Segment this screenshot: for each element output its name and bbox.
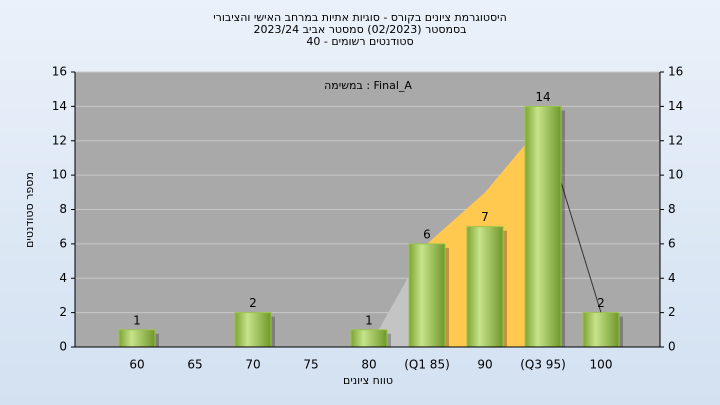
x-tick-label: 90 [477, 358, 492, 372]
x-tick-label: 75 [303, 358, 318, 372]
bar [582, 312, 620, 348]
bar [524, 105, 562, 348]
title-line: סטודנטים רשומים - 40 [306, 35, 413, 48]
y2-tick-label: 4 [668, 271, 676, 285]
x-tick-label: 100 [590, 358, 613, 372]
y2-tick-label: 6 [668, 236, 676, 250]
y2-tick-label: 8 [668, 202, 676, 216]
bar [350, 329, 388, 348]
y2-tick-label: 14 [668, 99, 683, 113]
x-tick-label: 70 [245, 358, 260, 372]
x-tick-label: (Q3 95) [520, 358, 566, 372]
value-label: 2 [597, 296, 605, 310]
value-label: 2 [249, 296, 257, 310]
y-tick-label: 8 [59, 202, 67, 216]
y-tick-label: 16 [52, 65, 67, 79]
title-line: בסמסטר (02/2023) סמסטר אביב 2023/24 [253, 23, 466, 36]
y-tick-label: 4 [59, 271, 67, 285]
y-tick-label: 0 [59, 340, 67, 354]
y-tick-label: 12 [52, 133, 67, 147]
annotation: במשימה : Final_A [324, 79, 412, 92]
value-label: 1 [133, 313, 141, 327]
title-line: היסטוגרמת ציונים בקורס - סוגיות אתיות במ… [213, 11, 507, 24]
y2-tick-label: 0 [668, 340, 676, 354]
value-label: 14 [535, 90, 550, 104]
y-tick-label: 14 [52, 99, 67, 113]
y-tick-label: 2 [59, 305, 67, 319]
x-tick-label: 80 [361, 358, 376, 372]
y2-tick-label: 10 [668, 168, 683, 182]
y2-tick-label: 2 [668, 305, 676, 319]
y-axis-label: מספר סטודנטים [23, 172, 36, 248]
y2-tick-label: 12 [668, 133, 683, 147]
y-tick-label: 6 [59, 236, 67, 250]
y-tick-label: 10 [52, 168, 67, 182]
x-axis-label: טווח ציונים [343, 374, 393, 387]
bar [408, 243, 446, 348]
value-label: 7 [481, 210, 489, 224]
y2-tick-label: 16 [668, 65, 683, 79]
x-tick-label: 65 [187, 358, 202, 372]
bar [466, 226, 504, 348]
x-tick-label: 60 [129, 358, 144, 372]
bar [234, 312, 272, 348]
x-tick-label: (Q1 85) [404, 358, 450, 372]
value-label: 6 [423, 227, 431, 241]
bar [118, 329, 156, 348]
value-label: 1 [365, 313, 373, 327]
